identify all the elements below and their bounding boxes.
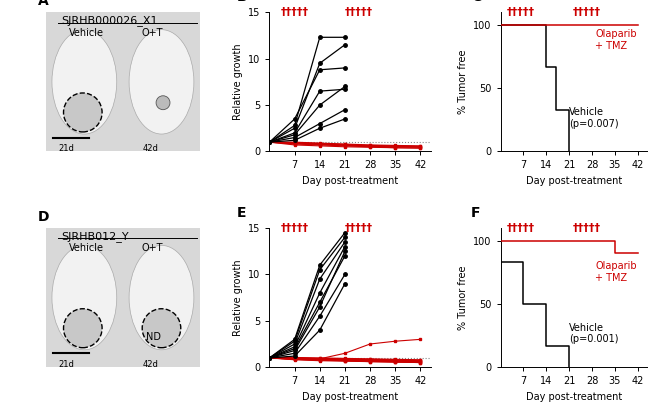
Ellipse shape bbox=[52, 245, 117, 350]
X-axis label: Day post-treatment: Day post-treatment bbox=[526, 176, 622, 186]
Text: SJRHB000026_X1: SJRHB000026_X1 bbox=[61, 15, 158, 26]
Text: †††††: ††††† bbox=[281, 7, 309, 17]
Text: 42d: 42d bbox=[143, 360, 159, 369]
Text: Vehicle: Vehicle bbox=[69, 243, 104, 253]
Ellipse shape bbox=[129, 245, 194, 350]
Text: D: D bbox=[38, 210, 50, 224]
Text: Olaparib
+ TMZ: Olaparib + TMZ bbox=[595, 29, 637, 51]
Text: †††††: ††††† bbox=[507, 223, 535, 233]
Text: E: E bbox=[237, 206, 247, 220]
Text: F: F bbox=[471, 206, 481, 220]
Ellipse shape bbox=[129, 30, 194, 134]
Text: †††††: ††††† bbox=[572, 7, 600, 17]
Text: O+T: O+T bbox=[141, 28, 163, 38]
Text: Vehicle: Vehicle bbox=[69, 28, 104, 38]
Ellipse shape bbox=[156, 96, 170, 110]
Text: 42d: 42d bbox=[143, 144, 159, 153]
Ellipse shape bbox=[52, 30, 117, 134]
Text: †††††: ††††† bbox=[345, 7, 373, 17]
Text: A: A bbox=[38, 0, 49, 8]
Ellipse shape bbox=[63, 309, 102, 348]
Text: B: B bbox=[237, 0, 248, 4]
X-axis label: Day post-treatment: Day post-treatment bbox=[526, 392, 622, 402]
Y-axis label: Relative growth: Relative growth bbox=[233, 44, 243, 120]
Text: Vehicle
(p=0.001): Vehicle (p=0.001) bbox=[569, 323, 619, 344]
Text: SJRHB012_Y: SJRHB012_Y bbox=[61, 231, 129, 242]
Text: Olaparib
+ TMZ: Olaparib + TMZ bbox=[595, 262, 637, 283]
Text: 21d: 21d bbox=[58, 144, 74, 153]
Text: O+T: O+T bbox=[141, 243, 163, 253]
Text: C: C bbox=[471, 0, 481, 4]
Text: †††††: ††††† bbox=[507, 7, 535, 17]
Ellipse shape bbox=[142, 309, 181, 348]
Y-axis label: Relative growth: Relative growth bbox=[233, 259, 243, 336]
Y-axis label: % Tumor free: % Tumor free bbox=[458, 265, 468, 330]
Y-axis label: % Tumor free: % Tumor free bbox=[458, 50, 468, 114]
Ellipse shape bbox=[63, 93, 102, 132]
Text: †††††: ††††† bbox=[281, 223, 309, 233]
X-axis label: Day post-treatment: Day post-treatment bbox=[302, 392, 398, 402]
Text: †††††: ††††† bbox=[345, 223, 373, 233]
X-axis label: Day post-treatment: Day post-treatment bbox=[302, 176, 398, 186]
Text: ND: ND bbox=[146, 333, 161, 342]
Text: †††††: ††††† bbox=[572, 223, 600, 233]
Text: Vehicle
(p=0.007): Vehicle (p=0.007) bbox=[569, 107, 619, 129]
Text: 21d: 21d bbox=[58, 360, 74, 369]
